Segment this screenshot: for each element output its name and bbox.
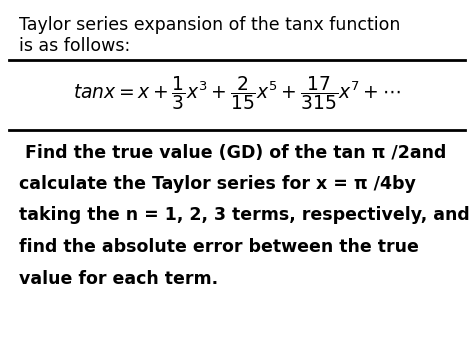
Text: is as follows:: is as follows:: [19, 37, 130, 55]
Text: find the absolute error between the true: find the absolute error between the true: [19, 238, 419, 256]
Text: value for each term.: value for each term.: [19, 270, 218, 287]
Text: Taylor series expansion of the tanx function: Taylor series expansion of the tanx func…: [19, 16, 401, 34]
Text: $\mathit{tanx} = x + \dfrac{1}{3}x^3 + \dfrac{2}{15}x^5 + \dfrac{17}{315}x^7 + \: $\mathit{tanx} = x + \dfrac{1}{3}x^3 + \…: [73, 74, 401, 112]
Text: Find the true value (GD) of the tan π /2and: Find the true value (GD) of the tan π /2…: [19, 144, 447, 161]
Text: calculate the Taylor series for x = π /4by: calculate the Taylor series for x = π /4…: [19, 175, 416, 193]
Text: taking the n = 1, 2, 3 terms, respectively, and: taking the n = 1, 2, 3 terms, respective…: [19, 206, 470, 224]
